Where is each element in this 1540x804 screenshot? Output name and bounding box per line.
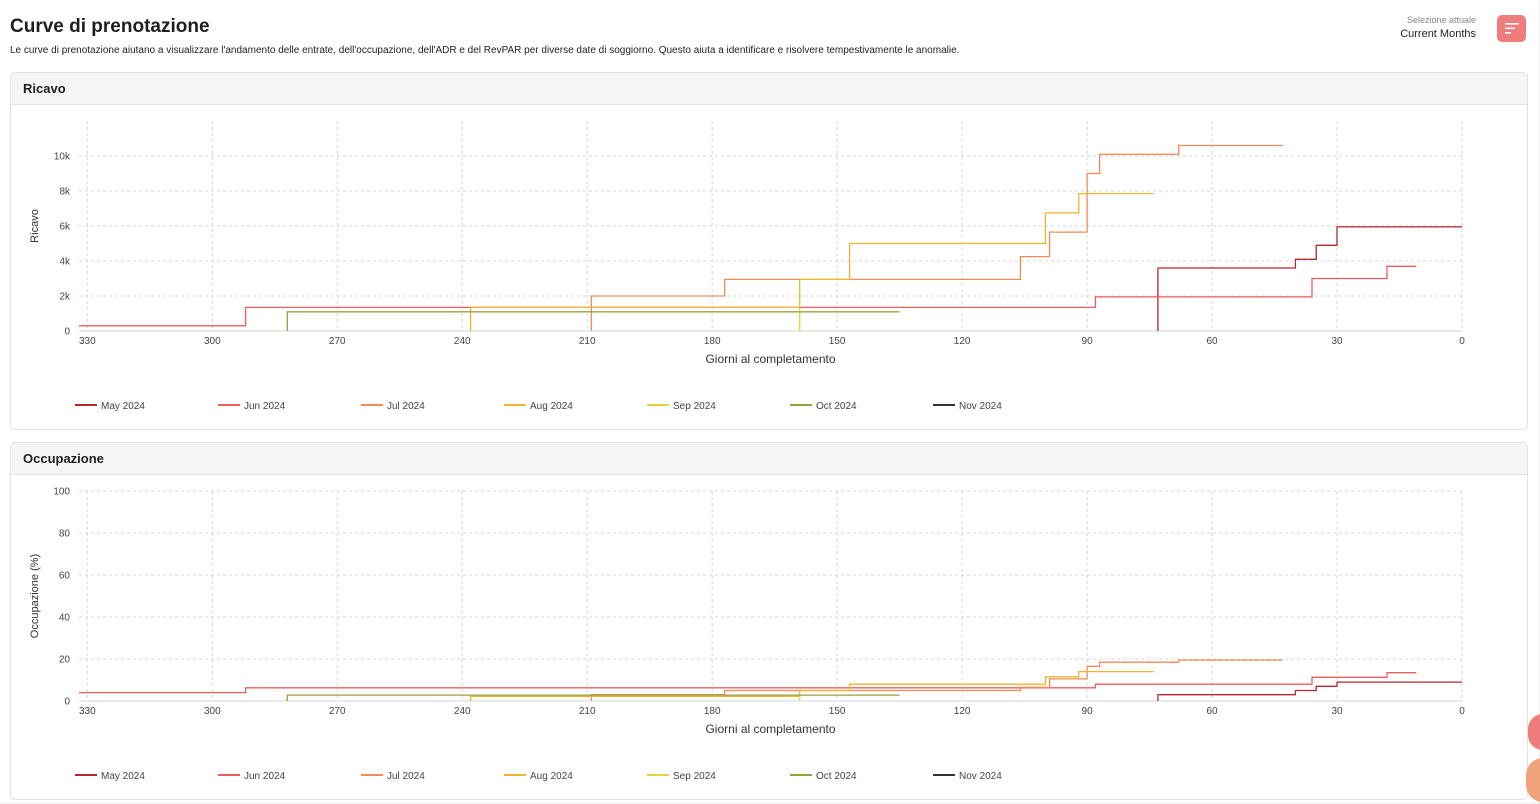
- legend: May 2024 Jun 2024 Jul 2024 Aug 2024 Sep 2024…: [75, 401, 1002, 412]
- x-tick-label: 0: [1459, 336, 1465, 347]
- x-tick-label: 240: [454, 336, 471, 347]
- x-tick-label: 150: [829, 706, 846, 717]
- y-tick-label: 8k: [59, 187, 71, 198]
- x-tick-label: 330: [79, 336, 96, 347]
- legend-item[interactable]: Nov 2024: [933, 401, 1002, 412]
- series-line[interactable]: [1157, 226, 1462, 331]
- legend-label: Nov 2024: [959, 401, 1002, 412]
- legend-label: Jun 2024: [244, 771, 286, 782]
- legend-item[interactable]: Jul 2024: [361, 771, 425, 782]
- page-description: Le curve di prenotazione aiutano a visua…: [10, 45, 960, 56]
- y-tick-label: 60: [59, 571, 71, 582]
- x-tick-label: 180: [704, 706, 721, 717]
- series-line[interactable]: [590, 659, 1283, 701]
- y-tick-label: 40: [59, 613, 71, 624]
- legend-label: Sep 2024: [673, 771, 716, 782]
- legend-item[interactable]: Oct 2024: [790, 771, 857, 782]
- x-tick-label: 330: [79, 706, 96, 717]
- series-line[interactable]: [286, 311, 900, 331]
- legend-item[interactable]: May 2024: [75, 401, 145, 412]
- x-axis-title: Giorni al completamento: [705, 352, 835, 366]
- filter-lines-icon: [1504, 23, 1519, 34]
- legend-label: May 2024: [101, 401, 145, 412]
- y-tick-label: 0: [64, 697, 70, 708]
- x-tick-label: 300: [204, 336, 221, 347]
- legend-label: Sep 2024: [673, 401, 716, 412]
- series-line[interactable]: [79, 265, 1417, 327]
- legend-label: Aug 2024: [530, 401, 573, 412]
- legend-item[interactable]: Sep 2024: [647, 771, 716, 782]
- y-tick-label: 6k: [59, 222, 71, 233]
- x-tick-label: 210: [579, 336, 596, 347]
- legend-item[interactable]: May 2024: [75, 771, 145, 782]
- x-tick-label: 30: [1331, 336, 1343, 347]
- y-tick-label: 4k: [59, 257, 71, 268]
- y-tick-label: 10k: [54, 152, 71, 163]
- legend-item[interactable]: Sep 2024: [647, 401, 716, 412]
- y-tick-label: 0: [64, 327, 70, 338]
- revenue-chart-title: Ricavo: [11, 73, 1527, 105]
- legend-label: Jun 2024: [244, 401, 286, 412]
- selection-value[interactable]: Current Months: [1400, 28, 1476, 40]
- occupancy-chart-card: Occupazione 330 300 270 240 210 180 150 120 90 60…: [10, 442, 1528, 800]
- x-tick-label: 120: [954, 336, 971, 347]
- x-tick-label: 240: [454, 706, 471, 717]
- series-line[interactable]: [469, 670, 1154, 701]
- revenue-chart: 330 300 270 240 210 180 150 120 90 60 30 002k4k6k8k…: [29, 121, 1465, 412]
- x-tick-label: 30: [1331, 706, 1343, 717]
- legend-label: Aug 2024: [530, 771, 573, 782]
- revenue-chart-card: Ricavo 330 300 270 240 210 180 150 120 90 60 30 0 0 2…: [10, 72, 1528, 430]
- series-line[interactable]: [286, 694, 900, 701]
- legend-label: Jul 2024: [387, 401, 425, 412]
- legend-label: Jul 2024: [387, 771, 425, 782]
- y-tick-label: 2k: [59, 292, 71, 303]
- grid: [79, 490, 1463, 702]
- x-tick-label: 150: [829, 336, 846, 347]
- chat-launcher-button[interactable]: [1526, 758, 1540, 802]
- filter-button[interactable]: [1497, 15, 1526, 42]
- legend-item[interactable]: Aug 2024: [504, 771, 573, 782]
- series-line[interactable]: [1157, 681, 1462, 701]
- x-tick-label: 210: [579, 706, 596, 717]
- x-tick-label: 120: [954, 706, 971, 717]
- occupancy-chart: 330 300 270 240 210 180 150 120 90 60 30 0020406080…: [29, 487, 1465, 783]
- series-line[interactable]: [590, 144, 1283, 332]
- x-axis-title: Giorni al completamento: [705, 722, 835, 736]
- y-axis-title: Ricavo: [29, 209, 41, 243]
- legend-item[interactable]: Jun 2024: [218, 771, 286, 782]
- x-tick-label: 270: [329, 706, 346, 717]
- x-tick-label: 60: [1206, 706, 1218, 717]
- legend: May 2024 Jun 2024 Jul 2024 Aug 2024 Sep 2024…: [75, 771, 1002, 782]
- series-line[interactable]: [469, 192, 1154, 331]
- legend-item[interactable]: Nov 2024: [933, 771, 1002, 782]
- occupancy-chart-title: Occupazione: [11, 443, 1527, 475]
- x-tick-label: 0: [1459, 706, 1465, 717]
- y-tick-label: 20: [59, 655, 71, 666]
- legend-label: Oct 2024: [816, 401, 857, 412]
- y-tick-label: 100: [53, 487, 70, 498]
- x-tick-label: 90: [1082, 706, 1094, 717]
- x-tick-label: 90: [1082, 336, 1094, 347]
- x-tick-label: 60: [1206, 336, 1218, 347]
- legend-item[interactable]: Jul 2024: [361, 401, 425, 412]
- side-widget-button[interactable]: [1528, 714, 1540, 750]
- selection-label: Selezione attuale: [1406, 15, 1476, 25]
- legend-item[interactable]: Oct 2024: [790, 401, 857, 412]
- x-tick-label: 270: [329, 336, 346, 347]
- y-axis-title: Occupazione (%): [29, 554, 41, 638]
- grid: [79, 121, 1463, 332]
- legend-label: Nov 2024: [959, 771, 1002, 782]
- x-tick-label: 180: [704, 336, 721, 347]
- page-title: Curve di prenotazione: [10, 16, 210, 37]
- x-tick-label: 300: [204, 706, 221, 717]
- legend-item[interactable]: Aug 2024: [504, 401, 573, 412]
- y-tick-label: 80: [59, 529, 71, 540]
- series-line[interactable]: [79, 672, 1417, 694]
- legend-label: Oct 2024: [816, 771, 857, 782]
- legend-item[interactable]: Jun 2024: [218, 401, 286, 412]
- legend-label: May 2024: [101, 771, 145, 782]
